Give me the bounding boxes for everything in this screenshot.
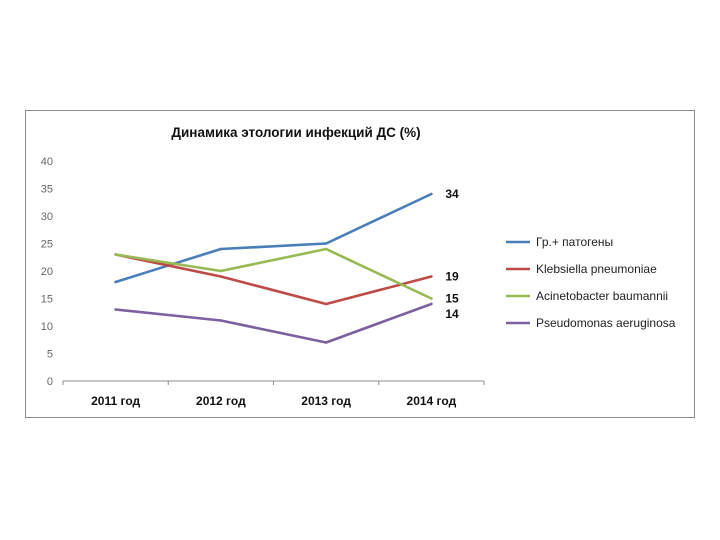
x-tick-label: 2013 год: [301, 394, 351, 408]
data-point: [324, 242, 328, 245]
line-chart: 0 5 10 15 20 25 30 35 40 2011 год 2012 год 2013 год…: [41, 156, 676, 408]
series-line-3: [114, 247, 433, 300]
data-point: [430, 192, 433, 196]
legend-label: Pseudomonas aeruginosa: [536, 316, 676, 330]
data-label: 15: [445, 292, 459, 306]
data-point: [324, 341, 328, 344]
series-line-4: [114, 302, 433, 344]
y-tick-label: 25: [41, 239, 53, 251]
legend-label: Klebsiella pneumoniae: [536, 262, 657, 276]
data-point: [430, 275, 433, 278]
data-point: [219, 275, 223, 278]
data-point: [114, 308, 117, 311]
y-tick-label: 20: [41, 266, 53, 278]
data-label: 34: [445, 187, 459, 201]
y-tick-label: 5: [47, 349, 53, 361]
x-tick-label: 2011 год: [91, 394, 140, 408]
data-label: 19: [445, 270, 459, 284]
series-line-2: [114, 253, 433, 306]
chart-title: Динамика этологии инфекций ДС (%): [171, 125, 421, 140]
data-point: [430, 302, 433, 306]
x-tick-label: 2014 год: [407, 394, 457, 408]
data-point: [324, 302, 328, 306]
y-tick-label: 10: [41, 321, 53, 333]
data-point: [430, 297, 433, 300]
x-tick-label: 2012 год: [196, 394, 246, 408]
data-point: [219, 319, 223, 322]
series-line-1: [114, 192, 433, 284]
data-point: [114, 253, 117, 256]
y-tick-label: 35: [41, 184, 53, 196]
data-point: [324, 247, 328, 251]
y-tick-label: 15: [41, 294, 53, 306]
data-point: [219, 269, 223, 273]
data-label: 14: [445, 307, 459, 321]
legend-label: Гр.+ патогены: [536, 235, 613, 249]
chart-frame: Динамика этологии инфекций ДС (%) 0 5 10 15…: [25, 110, 695, 418]
y-tick-label: 40: [41, 156, 53, 168]
legend-label: Acinetobacter baumannii: [536, 289, 668, 303]
data-point: [114, 280, 117, 284]
y-tick-label: 30: [41, 211, 53, 223]
y-tick-label: 0: [47, 376, 53, 388]
data-point: [219, 247, 223, 251]
